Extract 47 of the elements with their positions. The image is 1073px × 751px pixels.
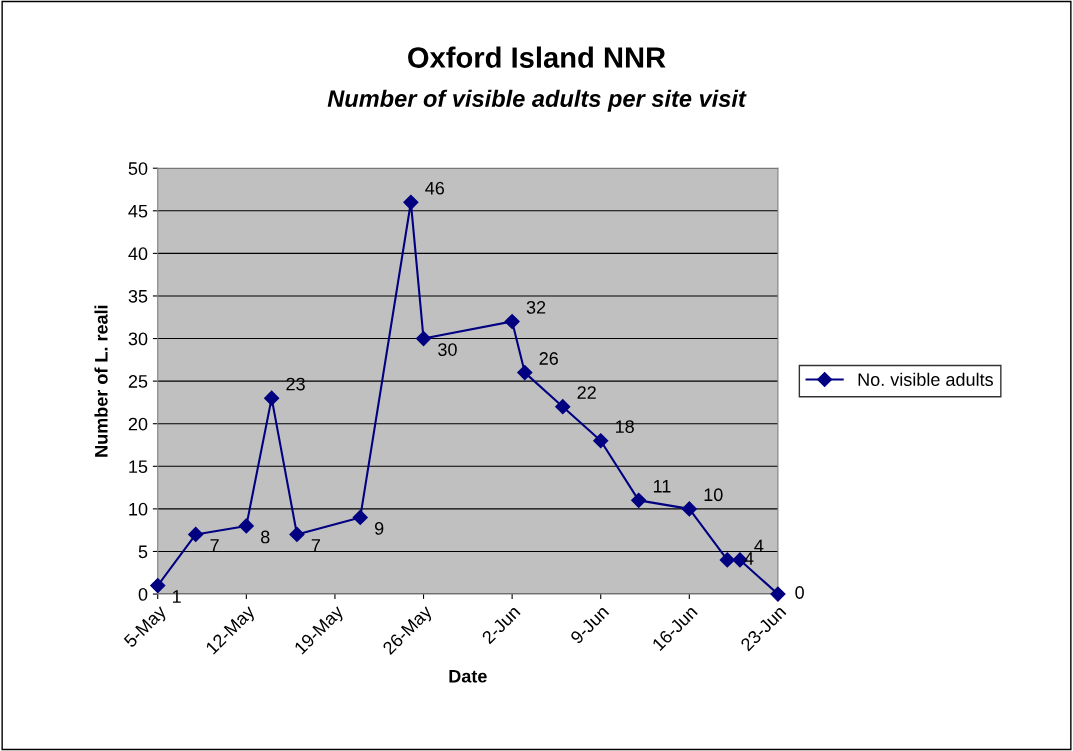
- data-label: 11: [653, 480, 671, 493]
- data-label: 9: [374, 522, 384, 535]
- y-tick-label: 25: [128, 375, 148, 388]
- point: [352, 509, 368, 525]
- data-label: 18: [615, 420, 634, 434]
- y-tick-label: 50: [128, 162, 148, 175]
- data-label: 7: [210, 539, 219, 552]
- data-label: 8: [261, 530, 270, 544]
- data-label: 4: [744, 552, 754, 565]
- point: [770, 586, 786, 602]
- y-tick-label: 10: [129, 502, 148, 516]
- y-tick-label: 30: [128, 332, 148, 346]
- point: [593, 433, 609, 449]
- y-tick-label: 40: [128, 247, 148, 261]
- point: [681, 501, 697, 517]
- point: [289, 526, 305, 542]
- y-tick-label: 5: [138, 545, 148, 559]
- y-axis-title: Number of L. reali: [94, 305, 108, 457]
- x-axis-title: Date: [449, 670, 487, 683]
- point: [238, 518, 254, 534]
- y-tick-label: 15: [129, 460, 148, 474]
- data-label: 32: [526, 301, 546, 314]
- point: [631, 492, 647, 508]
- data-label: 26: [539, 352, 558, 365]
- data-label: 30: [438, 343, 457, 356]
- point: [188, 526, 204, 542]
- chart-title: Oxford Island NNR: [408, 46, 666, 68]
- data-label: 10: [704, 488, 723, 502]
- y-tick-label: 35: [128, 289, 148, 303]
- legend-label: No. visible adults: [858, 372, 993, 386]
- point: [150, 577, 166, 594]
- y-tick-label: 0: [138, 587, 148, 601]
- point: [264, 390, 280, 406]
- chart-subtitle: Number of visible adults per site visit: [327, 89, 747, 112]
- y-tick-label: 20: [128, 417, 148, 431]
- point: [504, 313, 520, 330]
- point: [517, 365, 533, 381]
- data-label: 1: [173, 590, 181, 603]
- data-label: 46: [425, 181, 445, 195]
- point: [719, 552, 735, 568]
- point: [403, 194, 419, 210]
- point: [415, 330, 432, 347]
- data-label: 0: [795, 586, 804, 599]
- point: [555, 399, 571, 415]
- data-label: 22: [577, 386, 596, 399]
- y-tick-label: 45: [128, 204, 148, 218]
- data-label: 4: [754, 539, 764, 553]
